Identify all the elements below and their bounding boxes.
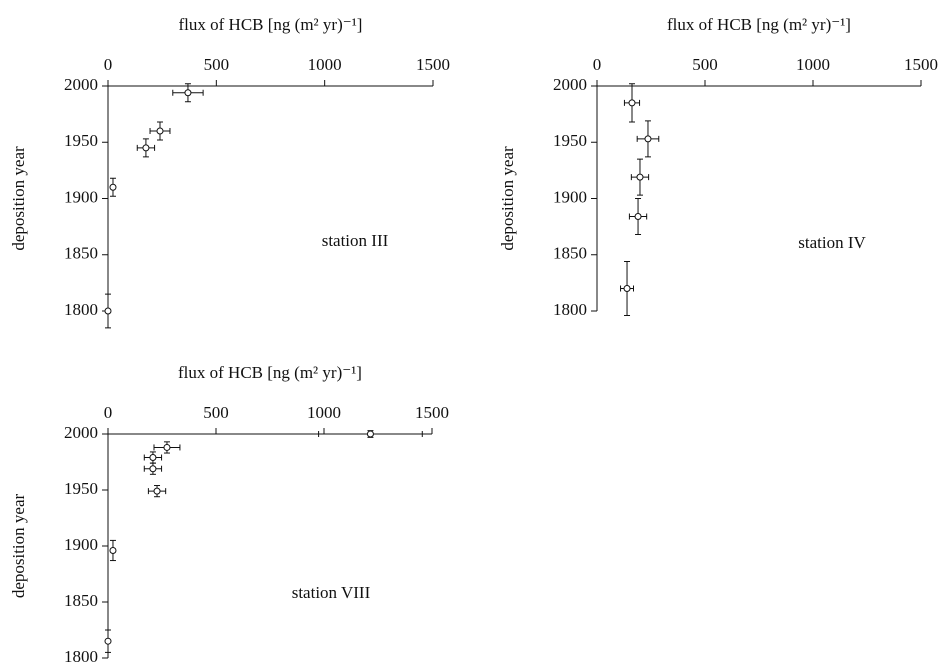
x-tick-label: 1000 bbox=[307, 403, 341, 422]
annotation: station III bbox=[322, 231, 389, 250]
data-point bbox=[156, 127, 164, 135]
x-tick-label: 0 bbox=[104, 403, 113, 422]
x-tick-label: 1000 bbox=[796, 55, 830, 74]
x-tick-label: 1000 bbox=[308, 55, 342, 74]
y-tick-label: 1800 bbox=[553, 300, 587, 319]
data-point bbox=[623, 285, 631, 292]
data-point bbox=[634, 213, 642, 220]
y-axis-label: deposition year bbox=[498, 146, 517, 251]
data-point bbox=[149, 454, 157, 462]
y-tick-label: 2000 bbox=[64, 423, 98, 442]
x-tick-label: 500 bbox=[203, 403, 229, 422]
chart-title: flux of HCB [ng (m² yr)⁻¹] bbox=[179, 15, 363, 34]
data-point bbox=[109, 183, 117, 191]
y-tick-label: 1850 bbox=[64, 591, 98, 610]
y-axis-label: deposition year bbox=[9, 146, 28, 251]
x-tick-label: 0 bbox=[593, 55, 602, 74]
x-tick-label: 0 bbox=[104, 55, 113, 74]
x-tick-label: 1500 bbox=[416, 55, 450, 74]
data-point bbox=[628, 99, 636, 107]
y-tick-label: 1850 bbox=[553, 244, 587, 263]
chart-title: flux of HCB [ng (m² yr)⁻¹] bbox=[667, 15, 851, 34]
x-tick-label: 500 bbox=[692, 55, 718, 74]
data-point bbox=[184, 89, 192, 97]
chart-title: flux of HCB [ng (m² yr)⁻¹] bbox=[178, 363, 362, 382]
y-tick-label: 1850 bbox=[64, 244, 98, 263]
y-axis-label: deposition year bbox=[9, 494, 28, 599]
y-tick-label: 1900 bbox=[64, 187, 98, 206]
data-point bbox=[142, 144, 150, 152]
annotation: station VIII bbox=[292, 583, 371, 602]
y-tick-label: 1800 bbox=[64, 647, 98, 664]
data-point bbox=[149, 465, 157, 473]
y-tick-label: 1800 bbox=[64, 300, 98, 319]
y-tick-label: 1900 bbox=[553, 187, 587, 206]
data-point bbox=[104, 637, 112, 645]
annotation: station IV bbox=[798, 233, 866, 252]
y-tick-label: 1950 bbox=[64, 131, 98, 150]
y-tick-label: 1900 bbox=[64, 535, 98, 554]
y-tick-label: 1950 bbox=[64, 479, 98, 498]
data-point bbox=[636, 173, 644, 181]
y-tick-label: 1950 bbox=[553, 131, 587, 150]
data-point bbox=[153, 487, 161, 495]
data-point bbox=[163, 443, 171, 451]
data-point bbox=[366, 430, 374, 438]
data-point bbox=[109, 546, 117, 554]
x-tick-label: 1500 bbox=[904, 55, 938, 74]
x-tick-label: 1500 bbox=[415, 403, 449, 422]
y-tick-label: 2000 bbox=[553, 75, 587, 94]
data-point bbox=[644, 135, 652, 143]
x-tick-label: 500 bbox=[204, 55, 230, 74]
data-point bbox=[104, 307, 112, 315]
y-tick-label: 2000 bbox=[64, 75, 98, 94]
